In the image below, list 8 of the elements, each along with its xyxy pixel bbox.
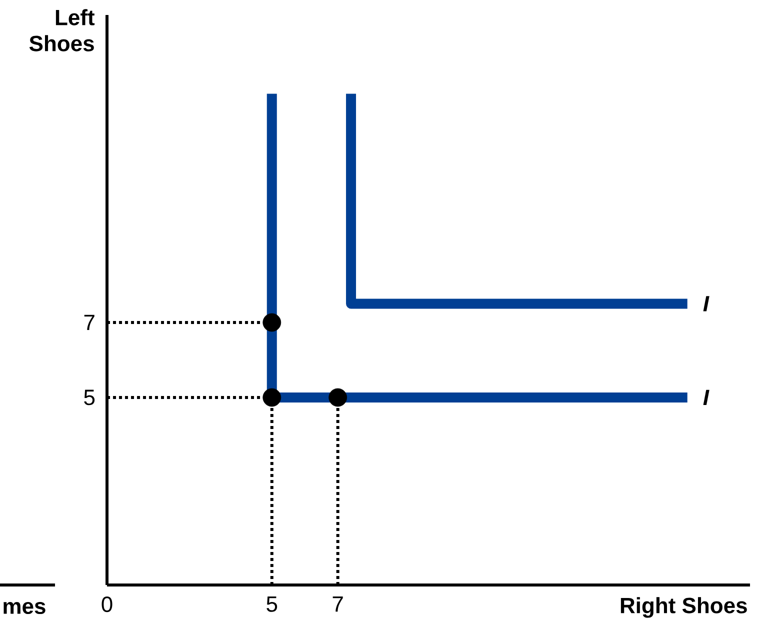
x-tick-label: 7 [332,596,343,612]
y-axis-title: Left Shoes [29,9,95,52]
annotation: I [703,296,710,312]
text: mes [4,602,46,614]
x-tick-label: 5 [266,596,278,612]
x-axis-title: Right Shoes [620,597,747,618]
annotation: I [703,390,710,406]
x-tick-label: 0 [102,596,112,612]
